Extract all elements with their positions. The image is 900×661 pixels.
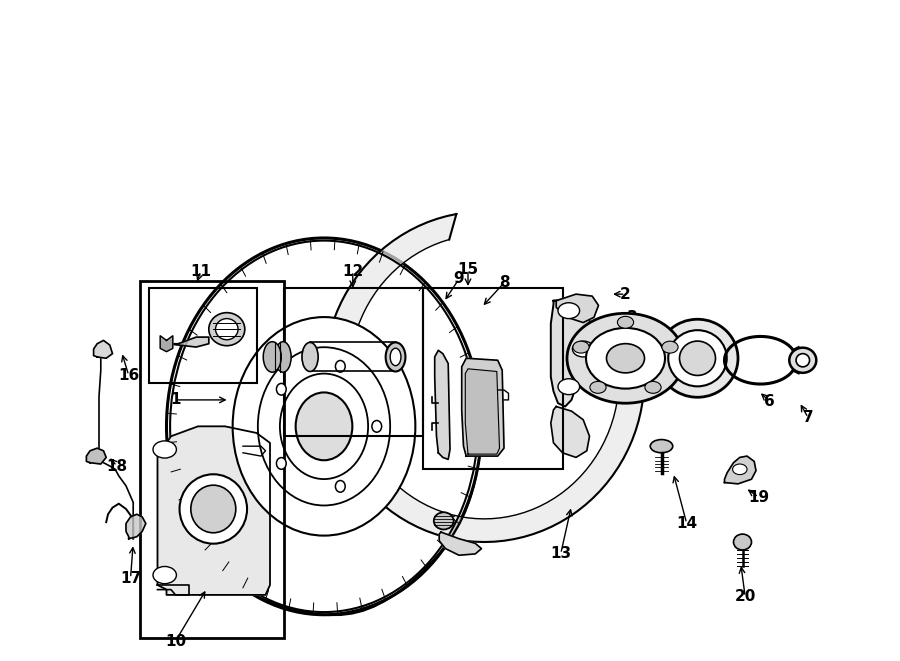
Ellipse shape xyxy=(216,319,238,340)
Ellipse shape xyxy=(734,534,752,550)
Ellipse shape xyxy=(590,381,606,393)
Text: 11: 11 xyxy=(190,264,212,278)
Ellipse shape xyxy=(607,344,644,373)
Text: 2: 2 xyxy=(620,287,631,301)
Ellipse shape xyxy=(391,348,401,366)
Polygon shape xyxy=(86,448,106,464)
Polygon shape xyxy=(462,358,504,456)
Ellipse shape xyxy=(232,317,416,535)
Ellipse shape xyxy=(662,341,678,353)
Ellipse shape xyxy=(276,383,286,395)
Ellipse shape xyxy=(302,342,319,371)
Ellipse shape xyxy=(680,341,716,375)
Bar xyxy=(423,288,562,469)
Bar xyxy=(148,288,256,383)
Ellipse shape xyxy=(386,342,405,371)
Ellipse shape xyxy=(650,440,673,453)
Ellipse shape xyxy=(567,313,684,403)
Ellipse shape xyxy=(657,319,738,397)
Ellipse shape xyxy=(372,420,382,432)
Polygon shape xyxy=(551,299,594,407)
Ellipse shape xyxy=(258,347,391,506)
Ellipse shape xyxy=(276,457,286,469)
Text: 4: 4 xyxy=(575,331,586,346)
Ellipse shape xyxy=(796,354,810,367)
Text: 14: 14 xyxy=(676,516,698,531)
Polygon shape xyxy=(94,340,112,358)
Text: 20: 20 xyxy=(734,590,756,604)
Bar xyxy=(140,281,284,638)
Circle shape xyxy=(558,303,580,319)
Polygon shape xyxy=(166,337,209,347)
Text: 10: 10 xyxy=(165,634,186,648)
Text: 12: 12 xyxy=(342,264,364,278)
Text: 19: 19 xyxy=(748,490,770,504)
Polygon shape xyxy=(160,336,173,352)
Ellipse shape xyxy=(789,348,816,373)
Text: 16: 16 xyxy=(118,368,140,383)
Polygon shape xyxy=(435,350,450,459)
Polygon shape xyxy=(439,532,482,555)
Text: 9: 9 xyxy=(454,272,464,286)
Ellipse shape xyxy=(434,512,454,529)
Ellipse shape xyxy=(336,481,346,492)
Ellipse shape xyxy=(263,342,281,372)
Text: 17: 17 xyxy=(120,571,141,586)
Polygon shape xyxy=(465,369,500,454)
Text: 1: 1 xyxy=(170,393,181,407)
Polygon shape xyxy=(324,214,644,542)
Text: 18: 18 xyxy=(106,459,128,473)
Ellipse shape xyxy=(645,381,662,393)
Circle shape xyxy=(558,379,580,395)
Text: 13: 13 xyxy=(550,547,572,561)
Circle shape xyxy=(572,341,594,357)
Text: 6: 6 xyxy=(764,394,775,408)
Polygon shape xyxy=(126,514,146,539)
Polygon shape xyxy=(724,456,756,484)
Circle shape xyxy=(153,566,176,584)
Ellipse shape xyxy=(191,485,236,533)
Text: 8: 8 xyxy=(499,276,509,290)
Ellipse shape xyxy=(668,330,727,386)
Text: 7: 7 xyxy=(803,410,814,425)
Ellipse shape xyxy=(295,393,353,460)
Ellipse shape xyxy=(179,474,247,543)
Ellipse shape xyxy=(573,341,590,353)
Text: 3: 3 xyxy=(627,310,638,325)
Ellipse shape xyxy=(209,313,245,346)
Circle shape xyxy=(153,441,176,458)
Ellipse shape xyxy=(586,328,665,389)
Polygon shape xyxy=(551,407,590,457)
Bar xyxy=(284,288,423,436)
Ellipse shape xyxy=(617,317,634,329)
Ellipse shape xyxy=(275,342,292,372)
Text: 15: 15 xyxy=(457,262,479,277)
Ellipse shape xyxy=(280,373,368,479)
Text: 5: 5 xyxy=(701,366,712,381)
Ellipse shape xyxy=(336,360,346,372)
Polygon shape xyxy=(556,294,599,323)
Ellipse shape xyxy=(166,238,482,615)
Circle shape xyxy=(733,464,747,475)
Polygon shape xyxy=(158,426,270,595)
